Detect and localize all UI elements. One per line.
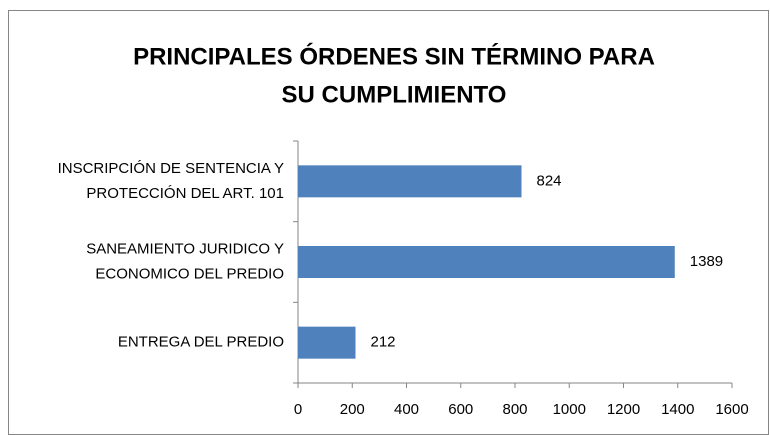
bar <box>298 165 522 198</box>
y-tick-label: ECONOMICO DEL PREDIO <box>95 265 284 282</box>
x-tick-label: 800 <box>502 401 527 418</box>
x-tick-label: 200 <box>340 401 365 418</box>
y-tick-label: SANEAMIENTO JURIDICO Y <box>86 240 284 257</box>
y-tick-label: PROTECCIÓN DEL ART. 101 <box>86 185 284 202</box>
x-tick-label: 0 <box>294 401 302 418</box>
x-tick-label: 1000 <box>553 401 586 418</box>
bar <box>298 246 675 278</box>
value-label: 212 <box>371 334 396 351</box>
chart-title: PRINCIPALES ÓRDENES SIN TÉRMINO PARA <box>133 42 655 70</box>
x-tick-label: 400 <box>394 401 419 418</box>
chart-title: SU CUMPLIMIENTO <box>282 81 507 108</box>
x-tick-label: 1600 <box>715 401 748 418</box>
x-tick-label: 1400 <box>661 401 694 418</box>
value-label: 1389 <box>690 253 723 270</box>
chart-border <box>8 10 769 435</box>
x-tick-label: 1200 <box>607 401 640 418</box>
y-tick-label: INSCRIPCIÓN DE SENTENCIA Y <box>58 160 284 177</box>
bar <box>298 326 356 359</box>
value-label: 824 <box>537 172 562 189</box>
y-tick-label: ENTREGA DEL PREDIO <box>118 334 284 351</box>
x-tick-label: 600 <box>448 401 473 418</box>
